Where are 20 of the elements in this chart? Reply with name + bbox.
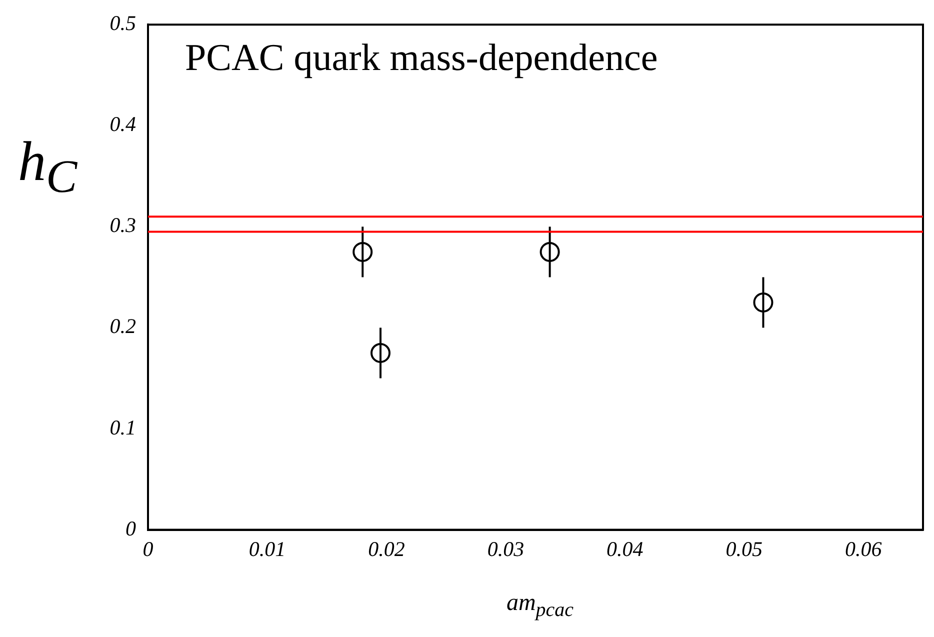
- y-tick-label: 0.2: [110, 314, 136, 338]
- y-axis-title: h$_{C}$: [18, 130, 78, 204]
- point: [370, 342, 390, 363]
- x-axis-title: am$_{pcac}$: [505, 590, 575, 622]
- point: [352, 242, 373, 262]
- x-tick-label: 0.04: [606, 536, 644, 561]
- x-tick-label: 0.05: [726, 536, 763, 561]
- point: [753, 292, 774, 312]
- point: [540, 242, 560, 262]
- y-tick-label: 0.5: [110, 11, 136, 36]
- x-tick-label: 0.01: [248, 536, 286, 561]
- y-tick-label: 0: [126, 516, 136, 540]
- y-tick-label: 0.4: [110, 112, 136, 136]
- x-tick-label: 0: [142, 536, 154, 561]
- y-tick-label: 0.1: [110, 415, 136, 440]
- x-tick-label: 0.02: [368, 536, 406, 561]
- annotation: PCAC quark mass-dependence: [185, 36, 658, 80]
- y-tick-label: 0.3: [110, 213, 136, 238]
- x-tick-label: 0.03: [487, 536, 524, 561]
- x-tick-label: 0.06: [845, 536, 882, 561]
